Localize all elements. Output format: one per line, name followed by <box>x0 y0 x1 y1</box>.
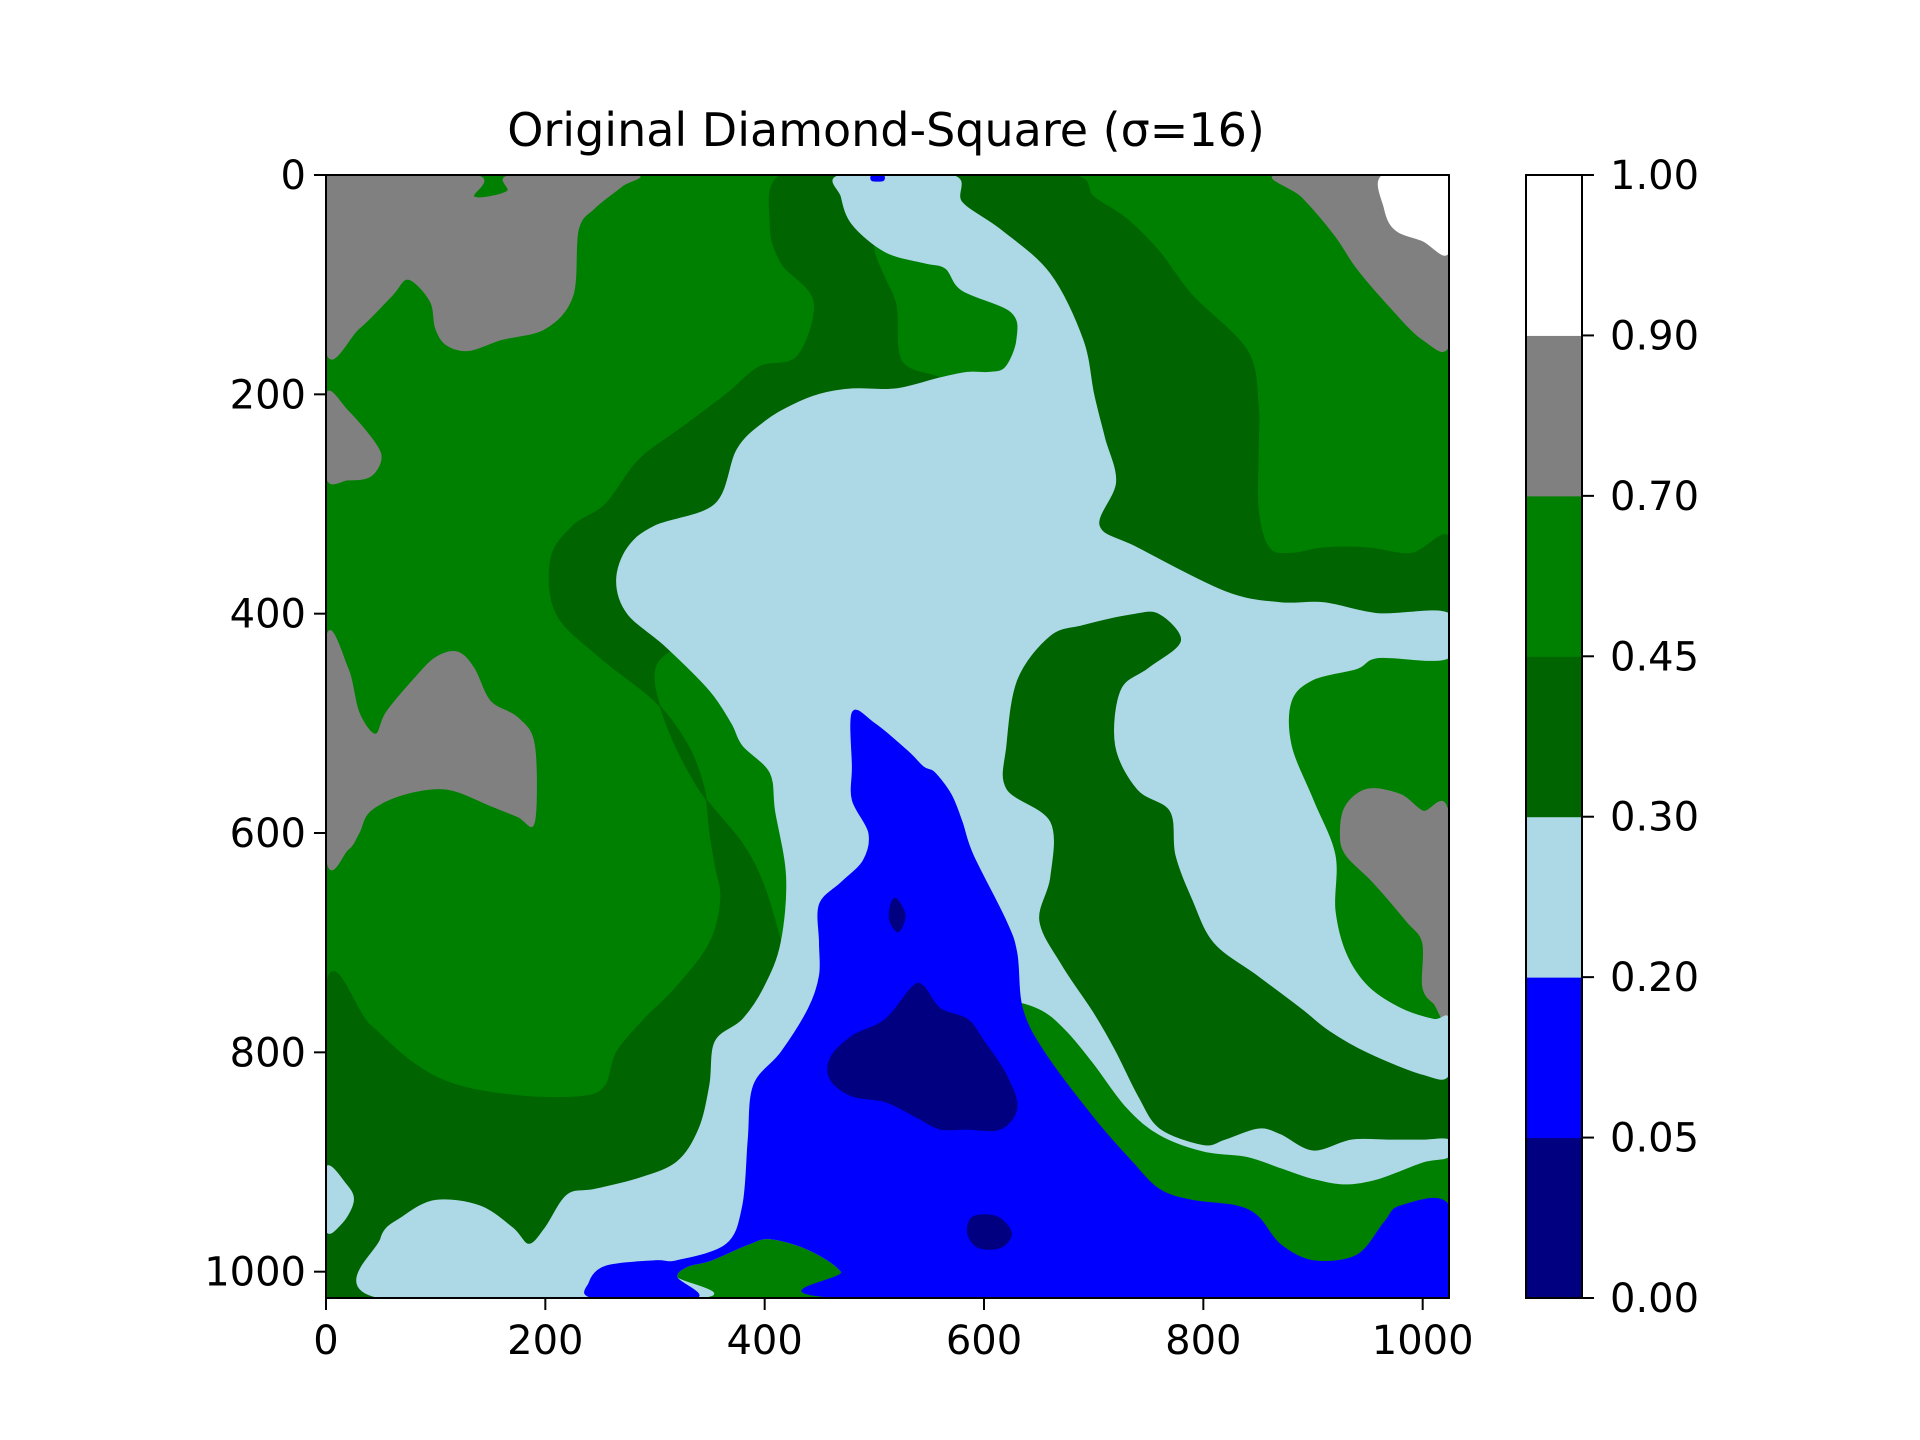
plot-area <box>325 174 1450 1299</box>
colorbar-tick-label: 0.30 <box>1610 795 1699 841</box>
contour-region-13 <box>827 982 1018 1132</box>
colorbar: 0.00 0.05 0.20 0.30 0.45 0.70 0.90 1.00 <box>1525 153 1699 1322</box>
colorbar-frame <box>1525 174 1583 1299</box>
y-tick-label: 400 <box>230 592 306 638</box>
colorbar-tick-label: 0.20 <box>1610 955 1699 1001</box>
colorbar-tick-label: 0.00 <box>1610 1276 1699 1322</box>
colorbar-band-4 <box>1526 495 1582 657</box>
y-axis: 0 200 400 600 800 1000 <box>204 153 326 1296</box>
contour-region-2 <box>326 630 537 871</box>
x-tick-label: 0 <box>313 1318 338 1364</box>
colorbar-band-1 <box>1526 977 1582 1139</box>
contour-region-4 <box>1339 788 1449 1023</box>
y-tick-label: 0 <box>281 153 306 199</box>
x-tick-label: 800 <box>1165 1318 1241 1364</box>
colorbar-tick-label: 1.00 <box>1610 153 1699 199</box>
contour-region-16 <box>1361 481 1391 517</box>
colorbar-band-2 <box>1526 816 1582 978</box>
colorbar-band-5 <box>1526 335 1582 497</box>
y-tick-label: 1000 <box>204 1250 306 1296</box>
contour-region-5 <box>1377 175 1449 256</box>
colorbar-tick-label: 0.45 <box>1610 634 1699 680</box>
colorbar-tick-label: 0.90 <box>1610 313 1699 359</box>
colorbar-tick-label: 0.70 <box>1610 474 1699 520</box>
contour-region-0 <box>326 175 641 360</box>
colorbar-band-0 <box>1526 1137 1582 1299</box>
contour-region-10 <box>326 1165 354 1234</box>
y-tick-label: 600 <box>230 811 306 857</box>
y-tick-label: 200 <box>230 372 306 418</box>
plot-frame <box>325 174 1450 1299</box>
colorbar-band-6 <box>1526 175 1582 336</box>
x-tick-label: 600 <box>946 1318 1022 1364</box>
colorbar-tick-label: 0.05 <box>1610 1116 1699 1162</box>
contour-region-11 <box>870 175 885 182</box>
x-tick-label: 1000 <box>1372 1318 1474 1364</box>
x-tick-label: 400 <box>726 1318 802 1364</box>
contour-region-9 <box>356 175 1449 1298</box>
contour-region-1 <box>326 390 382 485</box>
x-tick-label: 200 <box>507 1318 583 1364</box>
contour-region-15 <box>966 1214 1012 1250</box>
contour-region-14 <box>888 897 906 933</box>
y-tick-label: 800 <box>230 1030 306 1076</box>
chart-title: Original Diamond-Square (σ=16) <box>507 103 1265 157</box>
x-axis: 0 200 400 600 800 1000 <box>313 1298 1474 1364</box>
contour-region-12 <box>584 709 1449 1298</box>
colorbar-band-3 <box>1526 656 1582 818</box>
